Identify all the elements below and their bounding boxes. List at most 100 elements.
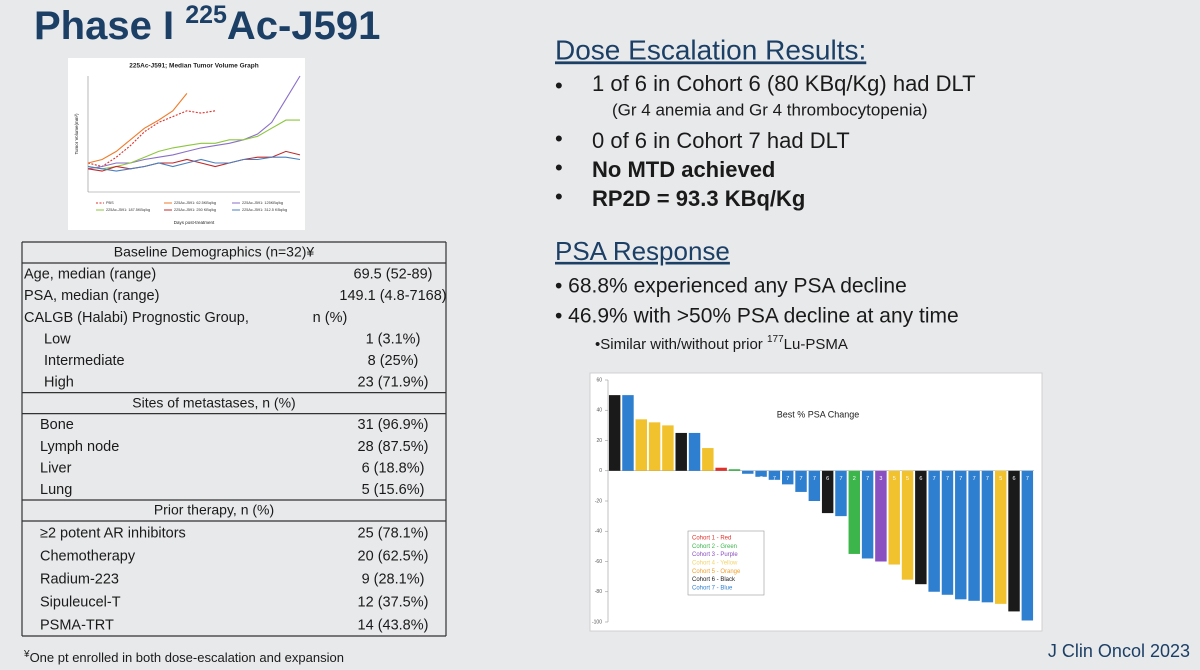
- table-section-header: Sites of metastases, n (%): [132, 394, 295, 410]
- table-cell-label: Lung: [40, 482, 72, 498]
- legend-label: Cohort 5 - Orange: [692, 569, 741, 575]
- legend-box: [687, 530, 765, 596]
- table-cell-value: n (%): [313, 310, 348, 326]
- table-cell-value: 149.1 (4.8-7168): [339, 288, 446, 304]
- bar: [941, 470, 954, 595]
- table-cell-label: Liver: [40, 460, 72, 476]
- series-line: [87, 110, 216, 168]
- table-cell-label: High: [44, 375, 74, 391]
- bar-label: 7: [946, 476, 949, 482]
- bar: [688, 432, 701, 471]
- bar: [742, 470, 754, 474]
- bar: [915, 470, 927, 585]
- bar: [928, 470, 940, 592]
- title-text: Phase I: [34, 4, 185, 48]
- table-cell-label: PSMA-TRT: [40, 617, 114, 633]
- bullet-text: No MTD achieved: [592, 157, 775, 182]
- table-cell-label: Low: [44, 331, 71, 347]
- series-line: [87, 75, 301, 170]
- table-cell-label: Lymph node: [40, 439, 119, 455]
- table-cell-label: Age, median (range): [24, 267, 156, 283]
- bar: [795, 470, 807, 492]
- bullet-text: • 46.9% with >50% PSA decline at any tim…: [555, 305, 959, 328]
- legend-label: Cohort 2 - Green: [692, 544, 737, 550]
- bar: [1021, 470, 1034, 621]
- bar: [875, 470, 887, 562]
- legend-label: Cohort 7 - Blue: [692, 585, 733, 591]
- citation: J Clin Oncol 2023: [1048, 641, 1190, 661]
- bar-label: 7: [959, 476, 962, 482]
- bullet-text: RP2D = 93.3 KBq/Kg: [592, 186, 805, 211]
- sub-text: •Similar with/without prior: [595, 336, 767, 353]
- series-line: [87, 156, 301, 172]
- legend-label: PBS: [106, 201, 114, 205]
- psa-chart-frame: [589, 372, 1043, 632]
- bullet: •: [555, 73, 563, 98]
- bar-label: 7: [866, 476, 869, 482]
- bar: [675, 432, 687, 471]
- slide-title: Phase I 225Ac-J591: [34, 1, 380, 48]
- table-cell-label: CALGB (Halabi) Prognostic Group,: [24, 310, 249, 326]
- bar: [608, 395, 621, 471]
- legend-label: Cohort 3 - Purple: [692, 552, 738, 558]
- footnote-mark: ¥: [23, 649, 30, 660]
- bar: [781, 470, 794, 485]
- legend-label: 225Ac-J591: 62.5KBq/kg: [174, 201, 216, 205]
- y-tick-label: -80: [595, 589, 602, 595]
- bar: [648, 422, 661, 471]
- legend-label: 225Ac-J591: 312.5 KBq/kg: [242, 208, 287, 212]
- bar-label: 7: [986, 476, 989, 482]
- table-cell-value: 14 (43.8%): [358, 617, 429, 633]
- series-line: [87, 119, 300, 170]
- bar: [755, 470, 767, 477]
- section-heading: PSA Response: [555, 236, 730, 266]
- legend-label: Cohort 1 - Red: [692, 536, 731, 542]
- bar: [728, 469, 741, 471]
- legend-label: Cohort 6 - Black: [692, 577, 736, 583]
- bar-label: 7: [800, 476, 803, 482]
- table-cell-value: 69.5 (52-89): [354, 267, 433, 283]
- table-cell-value: 5 (15.6%): [362, 482, 425, 498]
- footnote-text: One pt enrolled in both dose-escalation …: [30, 650, 344, 665]
- bullet: •: [555, 184, 563, 209]
- legend-label: 225Ac-J591: 250 KBq/kg: [174, 208, 216, 212]
- bar: [848, 470, 861, 554]
- bar: [715, 467, 727, 471]
- table-cell-value: 31 (96.9%): [358, 417, 429, 433]
- sub-bullet: •Similar with/without prior 177Lu-PSMA: [595, 334, 848, 353]
- bar: [768, 470, 781, 480]
- bar-label: 5: [893, 476, 896, 482]
- bar: [622, 395, 634, 471]
- bar: [662, 425, 674, 471]
- title-text: Ac-J591: [227, 4, 380, 48]
- bar: [702, 448, 714, 471]
- bar: [981, 470, 994, 603]
- bullet-note: (Gr 4 anemia and Gr 4 thrombocytopenia): [612, 100, 928, 119]
- bar: [968, 470, 980, 601]
- y-tick-label: 20: [596, 438, 602, 444]
- table-section-header: Prior therapy, n (%): [154, 502, 274, 518]
- bar-label: 6: [1013, 476, 1016, 482]
- chart-title: Best % PSA Change: [777, 409, 860, 419]
- bar: [808, 470, 821, 501]
- y-tick-label: 0: [599, 468, 602, 474]
- y-tick-label: 40: [596, 408, 602, 414]
- y-tick-label: -100: [592, 619, 602, 625]
- bar-label: 6: [826, 476, 829, 482]
- table-section-header: Baseline Demographics (n=32)¥: [114, 244, 315, 260]
- tumor-graph-frame: [68, 58, 305, 230]
- bar-label: 7: [1026, 476, 1029, 482]
- bar: [955, 470, 967, 600]
- footnote: ¥One pt enrolled in both dose-escalation…: [23, 649, 344, 666]
- bar: [835, 470, 847, 517]
- bullet: •: [555, 155, 563, 180]
- bar-label: 5: [999, 476, 1002, 482]
- table-cell-label: ≥2 potent AR inhibitors: [40, 525, 186, 541]
- y-tick-label: 60: [596, 377, 602, 383]
- table-cell-value: 23 (71.9%): [358, 375, 429, 391]
- bullet-text: 0 of 6 in Cohort 7 had DLT: [592, 128, 850, 153]
- table-cell-value: 1 (3.1%): [366, 331, 421, 347]
- table-cell-label: Intermediate: [44, 353, 125, 369]
- x-axis-label: Days post-treatment: [174, 220, 215, 225]
